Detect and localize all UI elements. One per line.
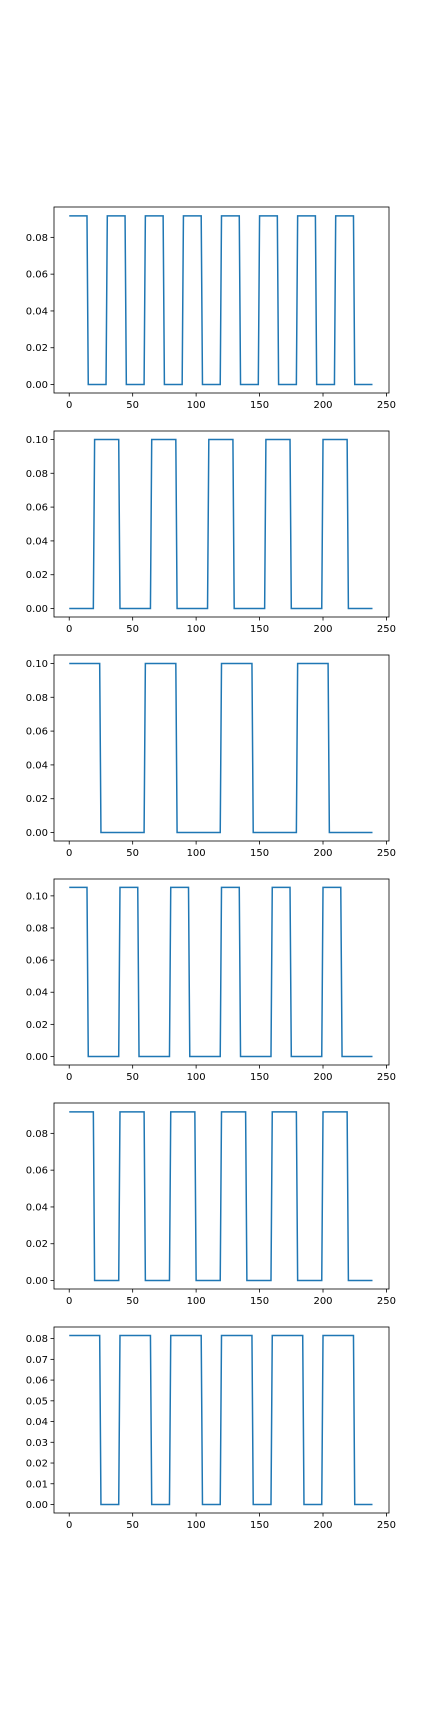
x-tick-label: 100 [187,848,206,859]
x-tick-label: 250 [377,1072,396,1083]
y-tick-label: 0.06 [26,270,48,281]
y-tick-label: 0.08 [26,923,48,934]
y-tick-label: 0.02 [26,794,48,805]
x-tick-label: 50 [126,1296,139,1307]
x-tick-label: 200 [313,1296,332,1307]
plot-frame [53,1326,390,1514]
y-tick-label: 0.02 [26,1020,48,1031]
x-tick-label: 150 [250,1520,269,1531]
y-tick-label: 0.08 [26,469,48,480]
x-tick-label: 200 [313,1520,332,1531]
x-tick-label: 250 [377,1520,396,1531]
x-tick-label: 250 [377,848,396,859]
x-tick-label: 0 [66,624,72,635]
x-tick-label: 100 [187,1296,206,1307]
subplot-2: 0 50 100 150 200 250 0.00 0.02 0.04 0.06 0.08 0.10 [26,430,396,635]
series-line-1 [69,438,373,610]
y-tick-label: 0.02 [26,1459,48,1470]
y-tick-label: 0.00 [26,604,48,615]
y-tick-label: 0.00 [26,1276,48,1287]
y-tick-label: 0.00 [26,828,48,839]
x-tick-label: 0 [66,400,72,411]
y-tick-label: 0.01 [26,1479,48,1490]
series-line-1 [69,1334,373,1506]
y-tick-label: 0.04 [26,1202,48,1213]
series-line-1 [69,662,373,834]
y-tick-label: 0.10 [26,435,48,446]
y-tick-label: 0.06 [26,503,48,514]
series-line-1 [69,1111,373,1282]
subplot-6: 0 50 100 150 200 250 0.00 0.01 0.02 0.03 0.04 0.05 0… [26,1326,396,1531]
x-tick-label: 100 [187,624,206,635]
y-tick-label: 0.08 [26,693,48,704]
x-tick-label: 200 [313,624,332,635]
x-tick-label: 200 [313,848,332,859]
plot-frame [53,430,390,618]
x-tick-label: 150 [250,848,269,859]
y-tick-label: 0.10 [26,659,48,670]
plot-frame [53,878,390,1066]
subplot-3: 0 50 100 150 200 250 0.00 0.02 0.04 0.06 0.08 0.10 [26,654,396,859]
y-tick-label: 0.04 [26,536,48,547]
x-tick-label: 150 [250,1296,269,1307]
x-tick-label: 0 [66,848,72,859]
y-tick-label: 0.06 [26,727,48,738]
y-tick-label: 0.02 [26,1239,48,1250]
x-tick-label: 50 [126,400,139,411]
y-tick-label: 0.02 [26,343,48,354]
series-line-1 [69,215,373,386]
y-tick-label: 0.10 [26,891,48,902]
plot-frame [53,206,390,394]
plot-frame [53,654,390,842]
x-tick-label: 50 [126,1520,139,1531]
plot-frame [53,1102,390,1290]
y-tick-label: 0.04 [26,1417,48,1428]
x-tick-label: 200 [313,1072,332,1083]
y-tick-label: 0.06 [26,1376,48,1387]
x-tick-label: 100 [187,1072,206,1083]
x-tick-label: 50 [126,624,139,635]
subplot-5: 0 50 100 150 200 250 0.00 0.02 0.04 0.06 0.08 [26,1102,396,1307]
x-tick-label: 150 [250,1072,269,1083]
x-tick-label: 150 [250,400,269,411]
x-tick-label: 0 [66,1296,72,1307]
subplot-1: 0 50 100 150 200 250 0.00 0.02 0.04 0.06 0.08 [26,206,396,411]
series-line-1 [69,886,373,1058]
x-tick-label: 200 [313,400,332,411]
x-tick-label: 150 [250,624,269,635]
x-tick-label: 100 [187,400,206,411]
x-tick-label: 50 [126,848,139,859]
y-tick-label: 0.03 [26,1438,48,1449]
subplot-4: 0 50 100 150 200 250 0.00 0.02 0.04 0.06 0.08 0.10 [26,878,396,1083]
y-tick-label: 0.04 [26,306,48,317]
x-tick-label: 250 [377,1296,396,1307]
y-tick-label: 0.00 [26,380,48,391]
x-tick-label: 50 [126,1072,139,1083]
y-tick-label: 0.00 [26,1500,48,1511]
y-tick-label: 0.08 [26,1129,48,1140]
x-tick-label: 250 [377,400,396,411]
y-tick-label: 0.06 [26,1166,48,1177]
y-tick-label: 0.04 [26,760,48,771]
y-tick-label: 0.04 [26,988,48,999]
y-tick-label: 0.07 [26,1355,48,1366]
y-tick-label: 0.02 [26,570,48,581]
x-tick-label: 0 [66,1072,72,1083]
y-tick-label: 0.06 [26,956,48,967]
y-tick-label: 0.08 [26,233,48,244]
x-tick-label: 0 [66,1520,72,1531]
y-tick-label: 0.05 [26,1396,48,1407]
x-tick-label: 100 [187,1520,206,1531]
x-tick-label: 250 [377,624,396,635]
y-tick-label: 0.00 [26,1052,48,1063]
y-tick-label: 0.08 [26,1334,48,1345]
